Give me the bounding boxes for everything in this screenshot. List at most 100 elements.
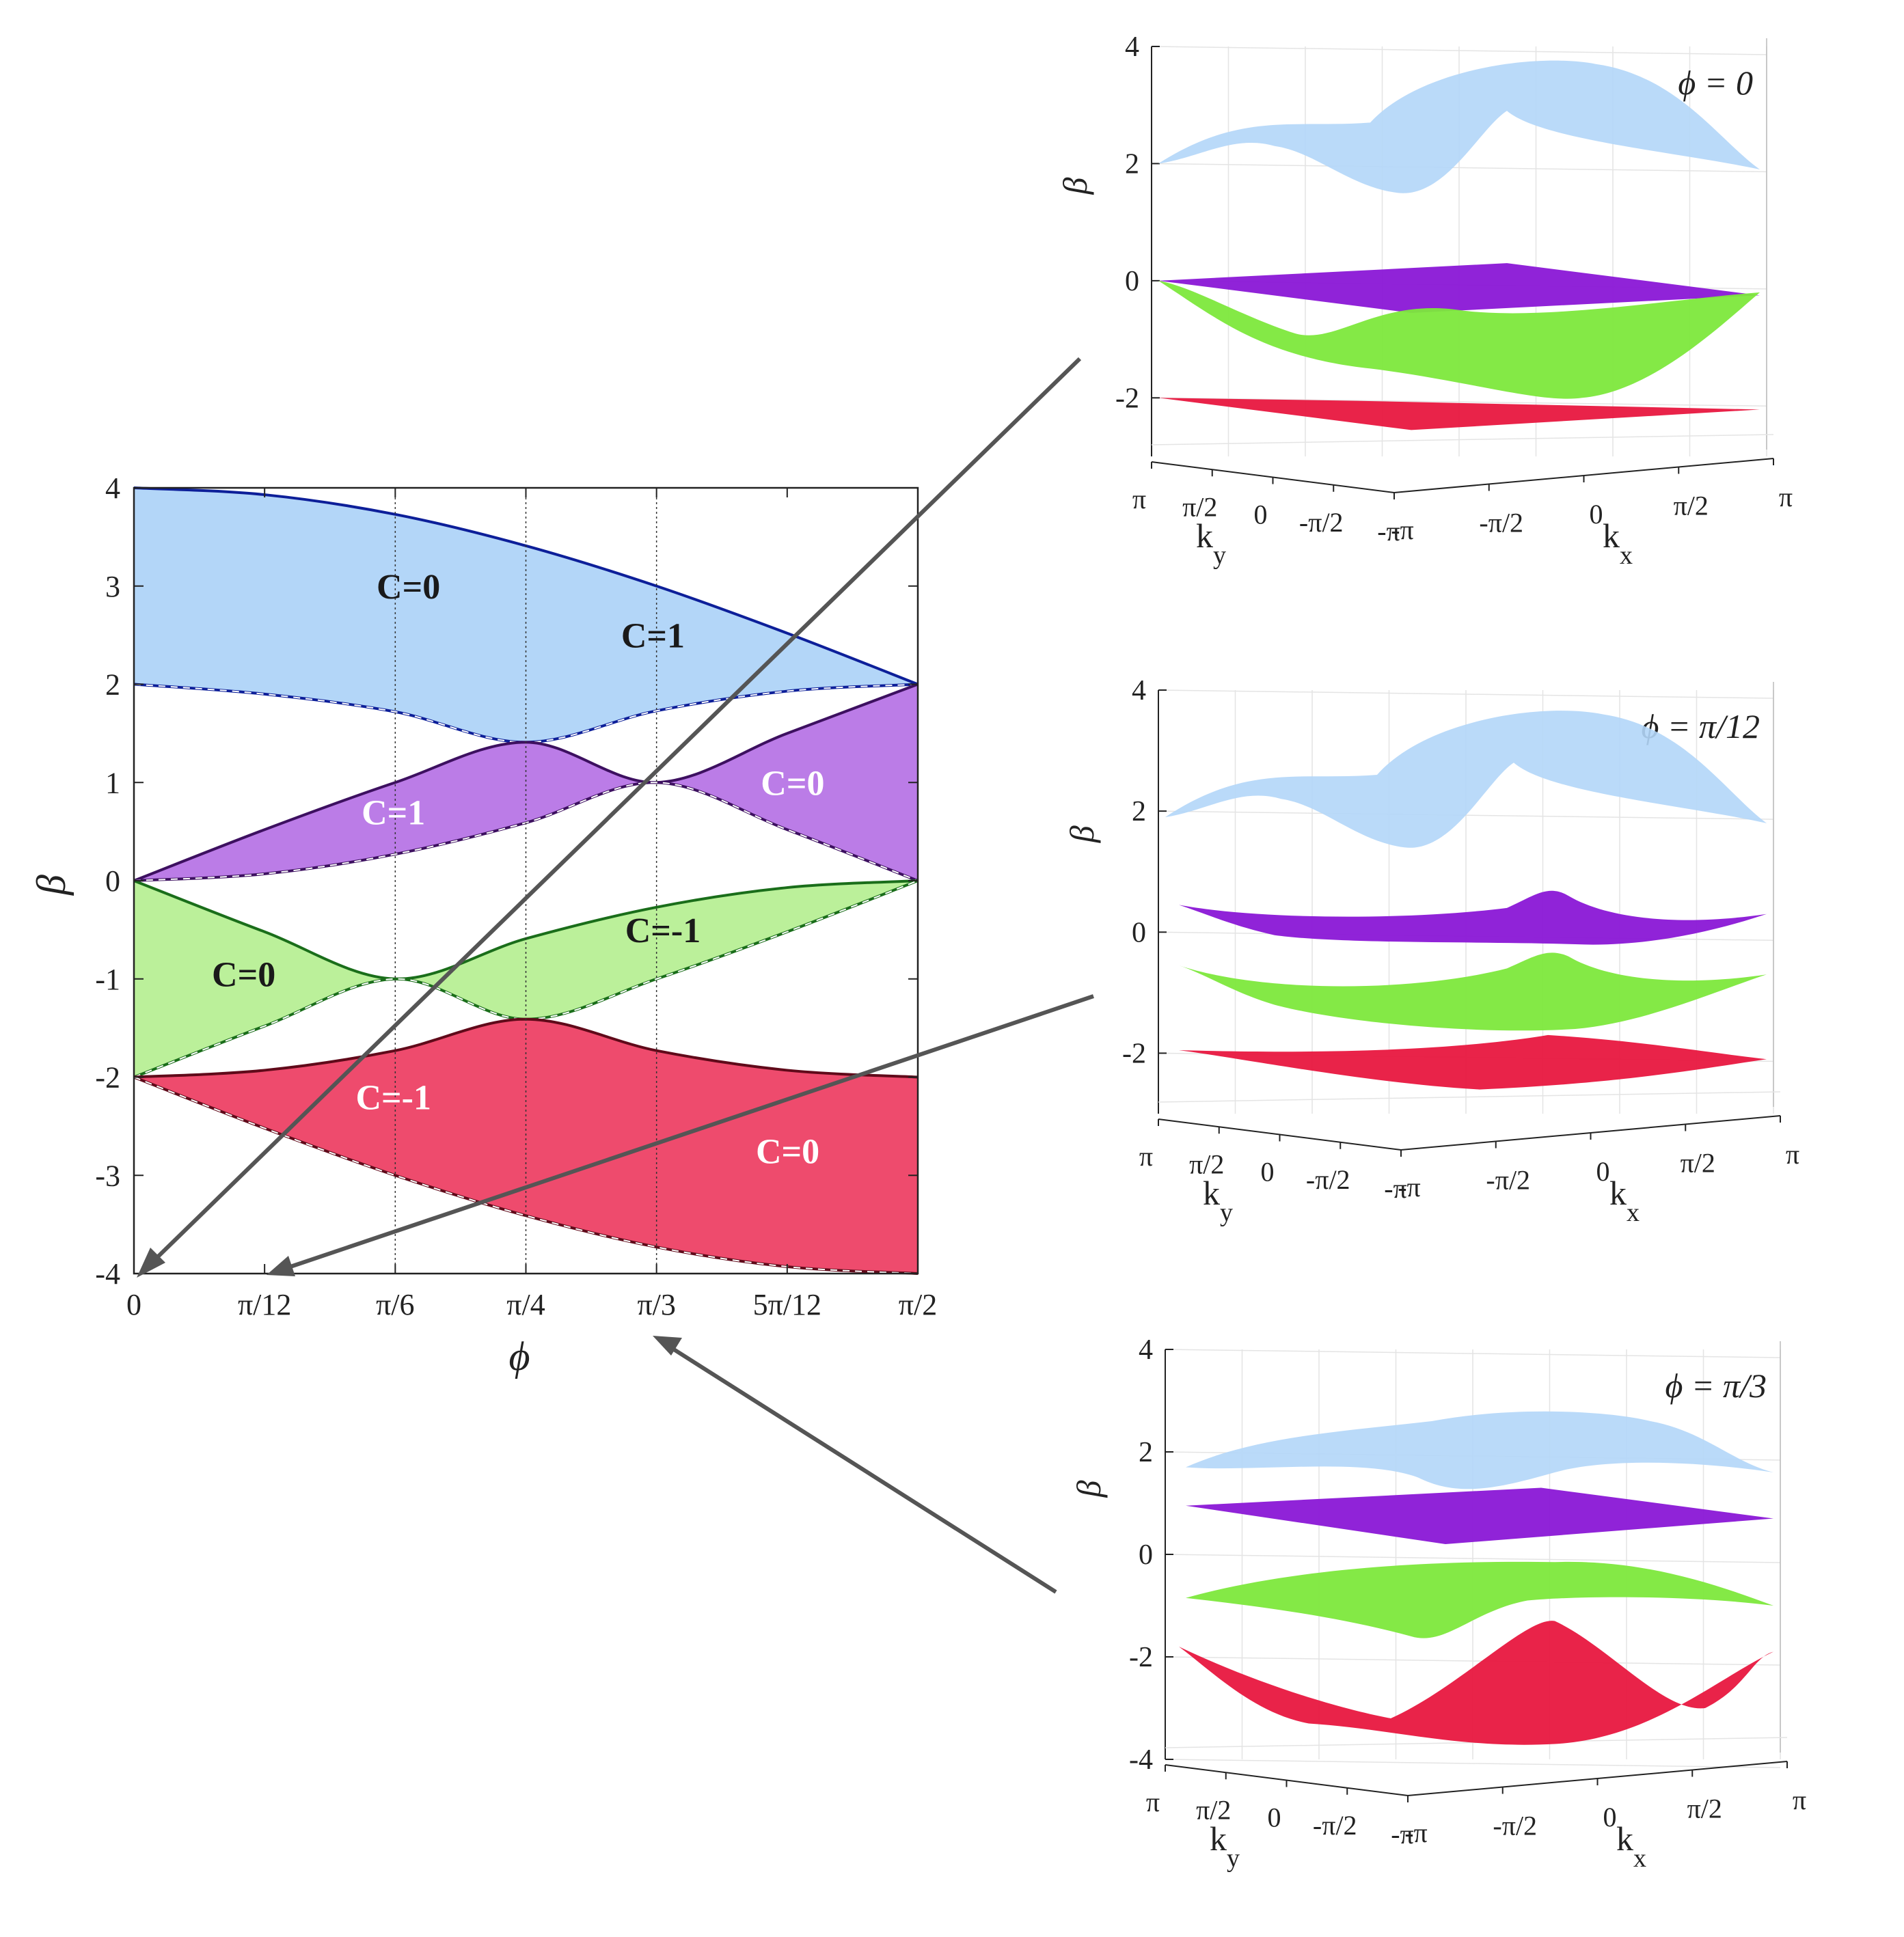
grid-line <box>1165 1759 1781 1768</box>
z-axis-label: β <box>1056 177 1094 195</box>
y-tick-label: -3 <box>95 1159 120 1192</box>
z-tick-label: 0 <box>1139 1539 1153 1571</box>
y-tick-label: 3 <box>105 570 120 603</box>
y-tick-label: 1 <box>105 766 120 799</box>
arrow-phi-pi3 <box>665 1343 1057 1594</box>
y-ticks: -4 -3 -2 -1 0 1 2 3 4 <box>95 471 918 1291</box>
surface-blue <box>1165 711 1767 848</box>
kx-tick-label: 0 <box>1596 1156 1610 1187</box>
ky-tick-label: π <box>1132 484 1146 514</box>
y-tick-label: -2 <box>95 1061 120 1095</box>
ky-tick-label: -π/2 <box>1313 1810 1357 1841</box>
x-axis-label: ϕ <box>508 1334 530 1379</box>
arrow-head-phi-pi12 <box>267 1256 295 1276</box>
y-tick-label: 4 <box>105 471 120 505</box>
band-purple-fill <box>134 684 918 881</box>
x-ticks: 0 π/12 π/6 π/4 π/3 5π/12 π/2 <box>126 488 937 1321</box>
panel-title: ϕ = π/3 <box>1665 1366 1767 1405</box>
band-blue-fill <box>134 488 918 743</box>
y-tick-label: 0 <box>105 864 120 898</box>
arrow-phi-pi12 <box>280 994 1094 1272</box>
z-tick-label: 2 <box>1139 1437 1153 1468</box>
surface-purple <box>1158 263 1760 313</box>
y-axis-label: β <box>29 875 74 896</box>
kx-tick-label: π/2 <box>1687 1794 1722 1824</box>
ky-tick-label: -π/2 <box>1306 1164 1350 1195</box>
grid-line <box>1165 1349 1781 1358</box>
z-tick-label: 4 <box>1139 1334 1153 1366</box>
ky-tick-label: π/2 <box>1182 491 1217 522</box>
grid-line <box>1151 397 1767 407</box>
kx-tick-label: π <box>1779 482 1793 512</box>
ky-axis-label-k: k <box>1210 1819 1227 1858</box>
kx-axis-label: kx <box>1603 517 1633 570</box>
x-tick-label: 0 <box>126 1288 141 1321</box>
x-tick-label: π/4 <box>506 1288 545 1321</box>
kx-tick-label: 0 <box>1603 1802 1617 1832</box>
kx-tick-label: -π/2 <box>1486 1165 1530 1196</box>
z-tick-label: 0 <box>1125 266 1139 297</box>
chern-number-label: C=-1 <box>355 1078 431 1117</box>
y-tick-label: -4 <box>95 1257 120 1291</box>
ky-axis-label-sub: y <box>1220 1198 1233 1227</box>
grid-line <box>1151 163 1767 173</box>
z-tick-label: 0 <box>1132 917 1146 948</box>
grid-layer <box>394 488 657 1274</box>
z-axis-label: β <box>1070 1480 1108 1498</box>
y-tick-label: -1 <box>95 963 120 996</box>
kx-tick-label: π <box>1793 1785 1806 1815</box>
kx-tick-label: -π <box>1384 1173 1407 1204</box>
ky-axis-label-sub: y <box>1227 1844 1240 1873</box>
kx-axis-label-sub: x <box>1627 1198 1640 1227</box>
surface-red <box>1158 398 1760 430</box>
chern-number-label: C=1 <box>621 617 685 656</box>
x-tick-label: π/6 <box>376 1288 414 1321</box>
panel-title: ϕ = 0 <box>1678 64 1753 102</box>
kx-tick-label: π/2 <box>1681 1148 1715 1179</box>
kx-tick-label: -π/2 <box>1493 1811 1537 1841</box>
ky-axis-label: ky <box>1210 1819 1240 1873</box>
ky-tick-label: -π/2 <box>1299 507 1344 538</box>
chern-number-label: C=1 <box>362 793 425 832</box>
ky-tick-label: 0 <box>1261 1157 1275 1187</box>
z-tick-label: 4 <box>1132 675 1146 706</box>
x-tick-label: π/2 <box>899 1288 937 1321</box>
floor-grid <box>1151 434 1774 445</box>
ky-tick-label: π <box>1146 1787 1160 1817</box>
kx-axis-label-k: k <box>1609 1174 1627 1212</box>
band-diagram: 0 π/12 π/6 π/4 π/3 5π/12 π/2 -4 -3 -2 -1 0 1 2 3 4 C=0… <box>29 471 937 1379</box>
ky-axis-label-k: k <box>1196 517 1213 555</box>
grid-line <box>1165 1656 1781 1666</box>
kx-axis-label: kx <box>1609 1174 1640 1227</box>
z-tick-label: -2 <box>1129 1642 1153 1673</box>
kx-axis-label-k: k <box>1616 1819 1633 1858</box>
grid-line <box>1165 1554 1781 1563</box>
surface-blue <box>1186 1411 1773 1489</box>
arrow-head-phi-pi3 <box>653 1336 682 1356</box>
ky-tick-label: π <box>1139 1141 1153 1172</box>
chern-number-label: C=-1 <box>625 911 701 950</box>
band-green-dashed-edge <box>133 880 919 1078</box>
z-tick-label: 4 <box>1125 31 1139 63</box>
chern-number-label: C=0 <box>761 764 824 803</box>
ky-tick-label: π/2 <box>1189 1149 1224 1179</box>
z-tick-label: 2 <box>1125 148 1139 180</box>
ky-axis-label-k: k <box>1203 1174 1220 1212</box>
ky-axis-label-sub: y <box>1213 541 1226 570</box>
surface-green <box>1186 1561 1773 1638</box>
surface-red <box>1179 1621 1773 1745</box>
kx-tick-label: -π/2 <box>1479 508 1523 538</box>
ky-axis-label: ky <box>1203 1174 1233 1227</box>
kx-tick-label: -π <box>1377 516 1400 547</box>
chern-number-label: C=0 <box>212 956 275 995</box>
kx-tick-label: -π <box>1391 1819 1414 1850</box>
kx-tick-label: π <box>1786 1139 1799 1170</box>
ky-tick-label: 0 <box>1254 499 1268 530</box>
arrow-head-phi-0 <box>137 1248 165 1278</box>
z-tick-label: -2 <box>1115 383 1139 414</box>
ky-axis-label: ky <box>1196 517 1226 570</box>
z-tick-label: -4 <box>1129 1744 1153 1776</box>
